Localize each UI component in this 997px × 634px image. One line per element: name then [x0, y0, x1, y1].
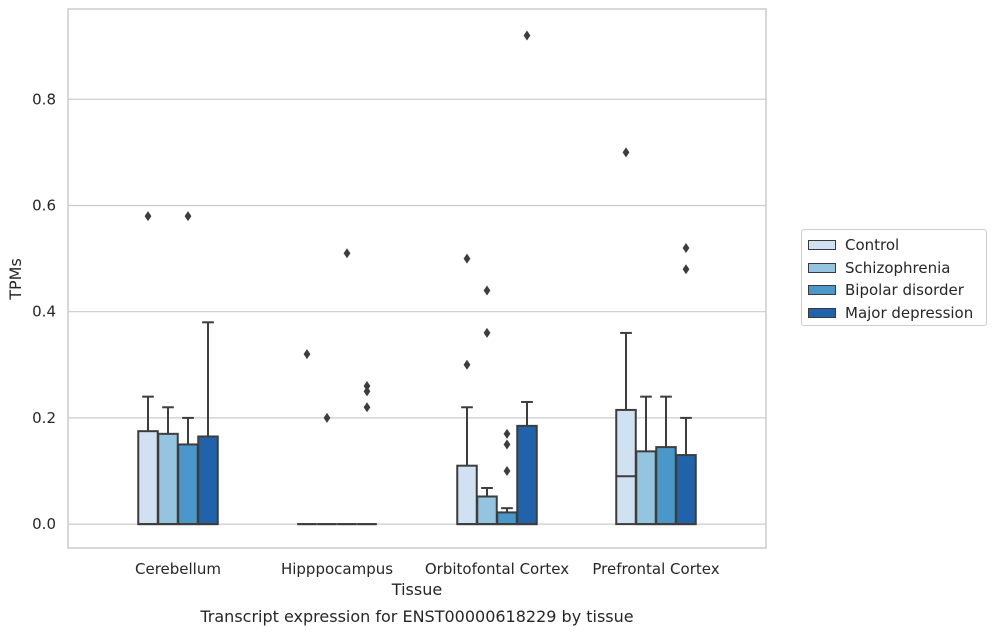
outlier-point	[682, 242, 690, 253]
legend: Control Schizophrenia Bipolar disorder M…	[801, 229, 987, 326]
outlier-point	[622, 147, 630, 158]
legend-item-bipolar-disorder: Bipolar disorder	[808, 279, 986, 302]
legend-item-major-depression: Major depression	[808, 302, 986, 325]
box	[157, 432, 179, 526]
outlier-point	[503, 428, 511, 439]
box	[177, 443, 199, 526]
legend-swatch	[808, 307, 836, 318]
legend-label: Control	[845, 236, 900, 255]
box	[137, 430, 159, 526]
box	[496, 511, 518, 526]
box	[655, 446, 677, 526]
chart-caption: Transcript expression for ENST0000061822…	[199, 607, 633, 626]
y-tick-label: 0.8	[32, 90, 56, 108]
outlier-point	[323, 412, 331, 423]
outlier-point	[682, 264, 690, 275]
x-tick-labels: Cerebellum Hipppocampus Orbitofontal Corte…	[135, 560, 720, 578]
outlier-point	[363, 402, 371, 413]
box	[615, 408, 637, 526]
outlier-point	[144, 211, 152, 222]
x-tick-label: Prefrontal Cortex	[592, 560, 719, 578]
outlier-point	[343, 248, 351, 259]
y-axis-label: TPMs	[6, 258, 25, 301]
outlier-point	[503, 466, 511, 476]
x-tick-label: Hipppocampus	[281, 560, 393, 578]
x-tick-label: Orbitofontal Cortex	[425, 560, 569, 578]
box	[456, 464, 478, 526]
outlier-point	[463, 253, 471, 264]
box	[476, 495, 498, 526]
legend-swatch	[808, 285, 836, 296]
legend-item-control: Control	[808, 234, 986, 257]
y-tick-label: 0.4	[32, 303, 56, 321]
outlier-point	[483, 285, 491, 296]
y-tick-label: 0.0	[32, 515, 56, 533]
outlier-point	[363, 381, 371, 392]
outlier-point	[523, 30, 531, 41]
box-series	[137, 30, 697, 526]
box	[197, 435, 219, 526]
legend-swatch	[808, 262, 836, 273]
outlier-point	[483, 327, 491, 338]
legend-label: Bipolar disorder	[845, 281, 964, 300]
legend-label: Schizophrenia	[845, 258, 951, 277]
plot-frame	[67, 8, 767, 549]
outlier-point	[363, 386, 371, 397]
legend-item-schizophrenia: Schizophrenia	[808, 257, 986, 280]
y-tick-label: 0.6	[32, 196, 56, 214]
outlier-point	[184, 211, 192, 222]
box	[675, 454, 697, 526]
x-axis-label: Tissue	[391, 580, 442, 599]
box	[516, 424, 538, 526]
box	[635, 450, 657, 526]
x-tick-label: Cerebellum	[135, 560, 221, 578]
y-tick-label: 0.2	[32, 409, 56, 427]
legend-swatch	[808, 240, 836, 251]
y-tick-labels: 0.0 0.2 0.4 0.6 0.8	[32, 90, 56, 533]
outlier-point	[503, 439, 511, 450]
outlier-point	[463, 359, 471, 370]
outlier-point	[303, 349, 311, 360]
legend-label: Major depression	[845, 303, 974, 322]
